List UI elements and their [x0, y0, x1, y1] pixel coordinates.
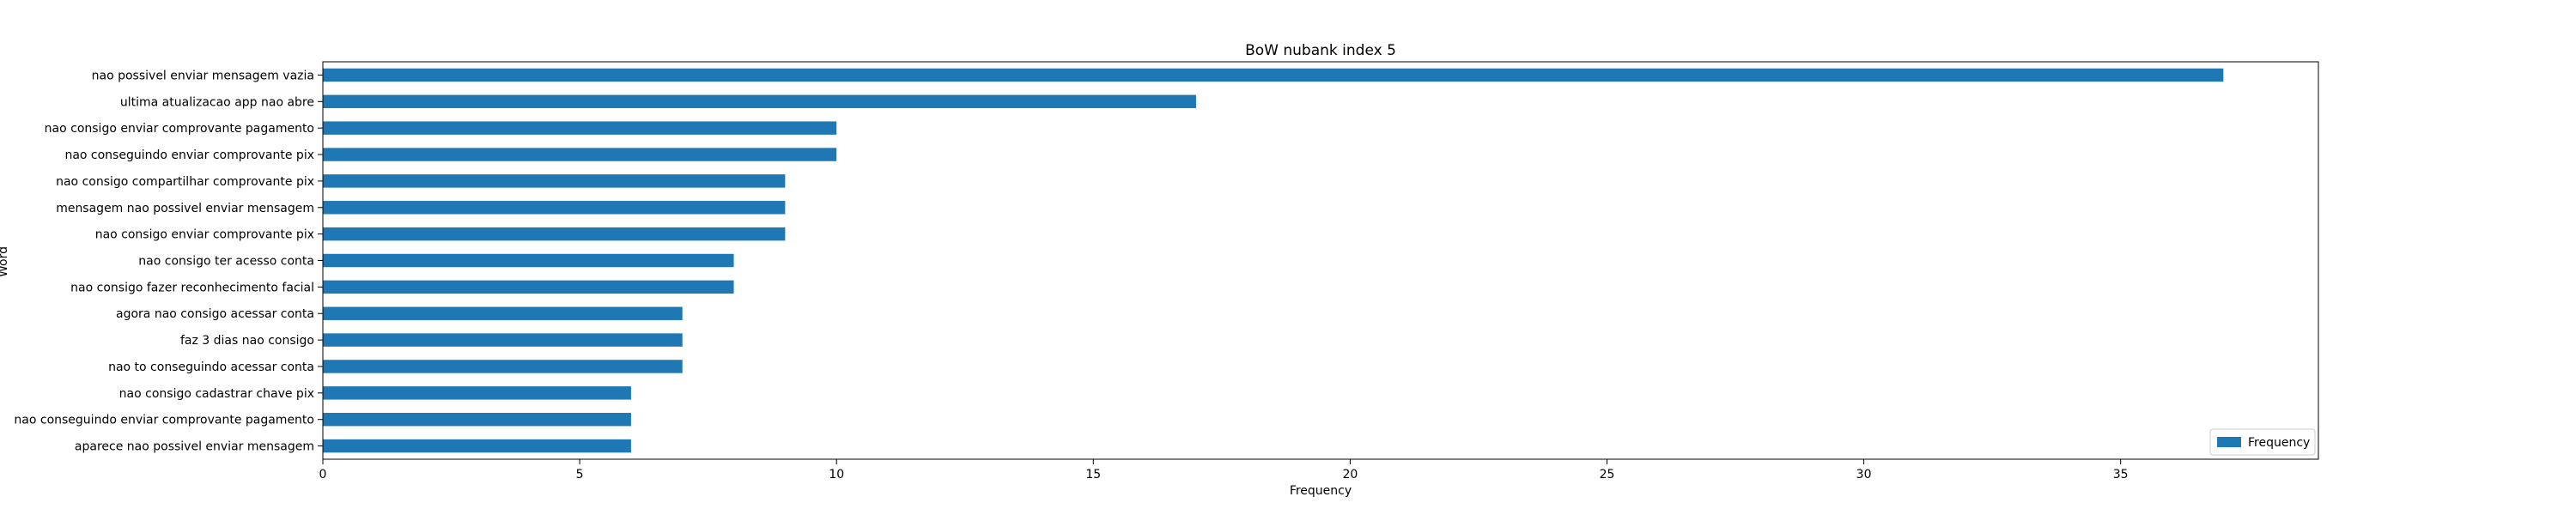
x-tick-label: 30: [1856, 468, 1872, 482]
chart-title: BoW nubank index 5: [1245, 42, 1396, 59]
y-axis-ticks: nao possivel enviar mensagem vazia ultima…: [14, 69, 323, 454]
bar: [323, 174, 786, 188]
x-tick-label: 5: [576, 468, 584, 482]
bar: [323, 333, 683, 347]
y-tick-label: nao consigo fazer reconhecimento facial: [70, 281, 314, 294]
y-tick-label: nao consigo enviar comprovante pagamento: [45, 122, 314, 136]
bar: [323, 121, 837, 135]
y-axis-label: Word: [0, 246, 10, 277]
bar: [323, 439, 631, 453]
legend-swatch: [2217, 437, 2241, 447]
y-tick-label: faz 3 dias nao consigo: [180, 334, 314, 348]
y-tick-label: nao consigo cadastrar chave pix: [119, 387, 314, 401]
x-axis-label: Frequency: [1290, 484, 1352, 498]
legend-box: [2209, 428, 2316, 456]
x-tick-label: 15: [1085, 468, 1101, 482]
legend: Frequency: [2209, 428, 2316, 456]
bar: [323, 386, 631, 400]
x-tick-label: 35: [2113, 468, 2129, 482]
y-tick-label: aparece nao possivel enviar mensagem: [75, 440, 314, 454]
bar: [323, 148, 837, 161]
bar: [323, 68, 2224, 82]
y-tick-label: mensagem nao possivel enviar mensagem: [56, 202, 314, 215]
x-tick-label: 0: [319, 468, 327, 482]
bar: [323, 227, 786, 241]
bar: [323, 306, 683, 320]
x-axis-ticks: 0 5 10 15 20 25 30 35: [319, 459, 2129, 482]
bar: [323, 360, 683, 373]
x-tick-label: 25: [1600, 468, 1615, 482]
x-tick-label: 20: [1342, 468, 1358, 482]
y-tick-label: ultima atualizacao app nao abre: [120, 95, 314, 109]
y-tick-label: nao consigo enviar comprovante pix: [95, 228, 314, 242]
bar: [323, 280, 734, 294]
bar: [323, 253, 734, 268]
y-tick-label: nao consigo ter acesso conta: [138, 255, 314, 269]
legend-label: Frequency: [2248, 436, 2310, 450]
plot-frame: [322, 61, 2319, 460]
bar: [323, 94, 1196, 109]
y-tick-label: agora nao consigo acessar conta: [116, 307, 314, 321]
y-tick-label: nao conseguindo enviar comprovante pix: [64, 148, 314, 162]
y-tick-label: nao possivel enviar mensagem vazia: [92, 69, 314, 82]
y-tick-label: nao to conseguindo acessar conta: [108, 360, 314, 374]
bar: [323, 412, 631, 427]
y-tick-label: nao consigo compartilhar comprovante pix: [56, 175, 314, 189]
x-tick-label: 10: [829, 468, 844, 482]
bar: [323, 201, 786, 215]
bars-group: [323, 68, 2224, 453]
y-tick-label: nao conseguindo enviar comprovante pagam…: [14, 414, 314, 427]
